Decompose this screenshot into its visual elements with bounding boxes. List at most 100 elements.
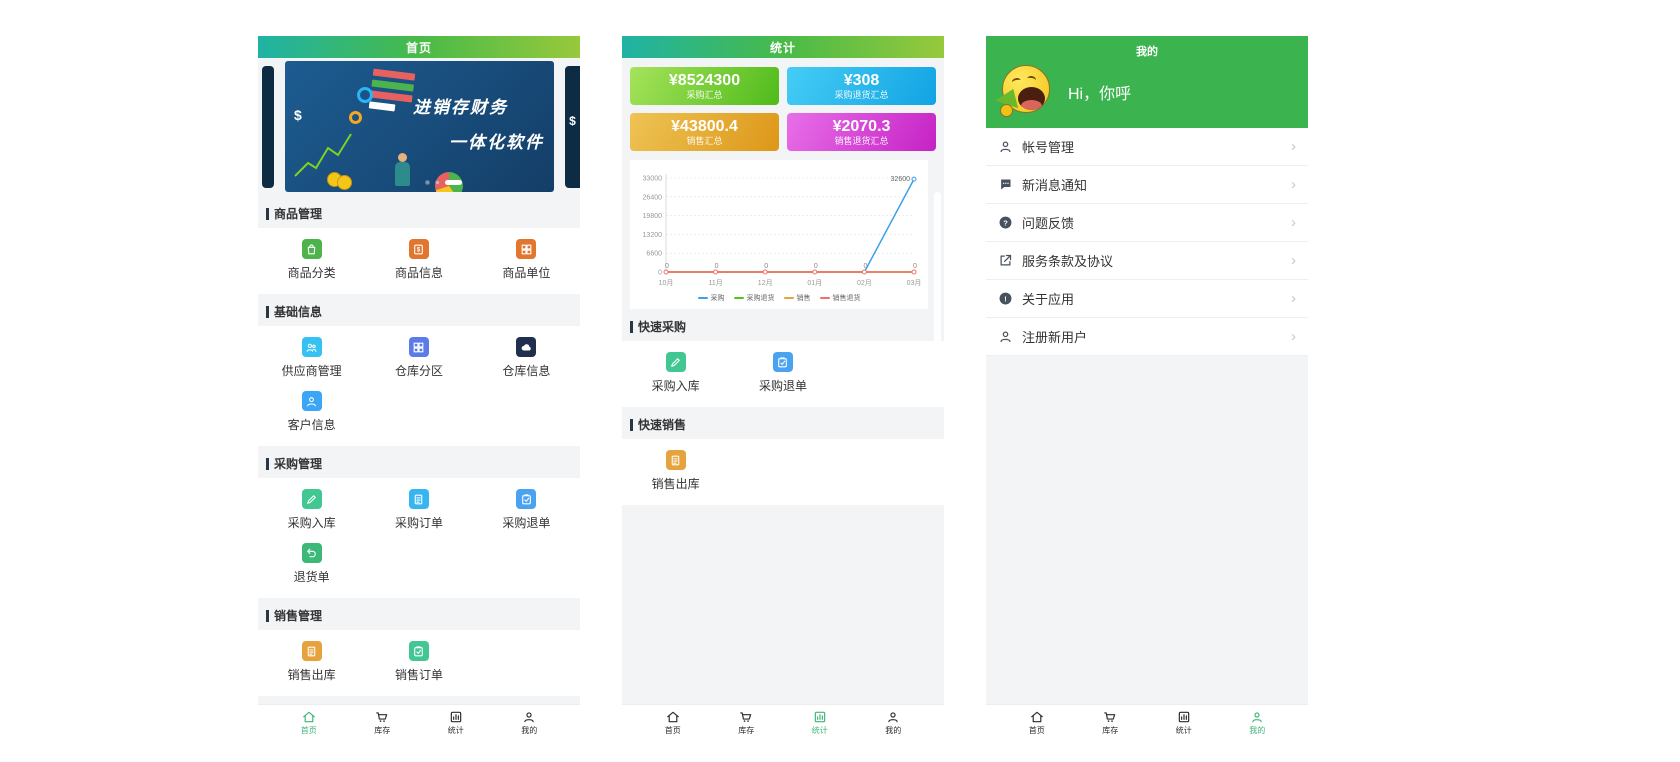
quick-section-title: 快速采购	[622, 309, 944, 341]
svg-text:32600: 32600	[891, 176, 911, 183]
svg-text:?: ?	[1003, 218, 1008, 227]
tab-label: 我的	[521, 725, 538, 735]
svg-text:10月: 10月	[659, 279, 674, 287]
legend-label: 销售退货	[832, 295, 861, 302]
menu-item-服务条款及协议[interactable]: 服务条款及协议 ›	[986, 242, 1308, 280]
tab-统计[interactable]: 统计	[448, 710, 464, 736]
svg-text:33000: 33000	[643, 176, 663, 183]
tab-统计[interactable]: 统计	[812, 710, 828, 736]
carousel-next-slide: $	[565, 66, 580, 188]
tile-label: 供应商管理	[281, 364, 342, 378]
tile-仓库分区[interactable]: 仓库分区	[365, 337, 472, 379]
line-chart-card: 0 6600 13200 19800 26400 33000 10月 11月 12月 01月 02月…	[630, 160, 928, 309]
legend-item-销售退货: 销售退货	[819, 293, 861, 303]
tile-采购入库[interactable]: 采购入库	[622, 352, 729, 394]
tile-退货单[interactable]: 退货单	[258, 543, 365, 585]
tile-采购退单[interactable]: 采购退单	[473, 489, 580, 531]
tab-首页[interactable]: 首页	[301, 710, 317, 736]
mine-body: 帐号管理 › 新消息通知 › ? 问题反馈 › 服务条款及协议 › ! 关于应用 › 注册新用户 ›	[986, 128, 1308, 704]
tile-销售出库[interactable]: 销售出库	[622, 450, 729, 492]
menu-item-帐号管理[interactable]: 帐号管理 ›	[986, 128, 1308, 166]
tile-label: 商品分类	[287, 266, 336, 280]
tab-我的[interactable]: 我的	[885, 710, 901, 736]
tile-采购订单[interactable]: 采购订单	[365, 489, 472, 531]
banner-slogan-line1: 进销存财务	[413, 98, 508, 117]
menu-item-新消息通知[interactable]: 新消息通知 ›	[986, 166, 1308, 204]
svg-text:02月: 02月	[857, 279, 872, 287]
stat-label: 采购汇总	[686, 90, 723, 101]
legend-swatch	[783, 297, 794, 299]
tile-label: 退货单	[293, 570, 330, 584]
banner-slide[interactable]: $ 进销存财务 一体化软件	[285, 61, 554, 192]
stats-page-title: 统计	[769, 40, 796, 55]
tile-商品信息[interactable]: $ 商品信息	[365, 239, 472, 281]
home-section-title: 采购管理	[258, 446, 580, 478]
tile-label: 采购入库	[651, 379, 700, 393]
tab-label: 库存	[738, 725, 755, 735]
tab-label: 首页	[300, 725, 317, 735]
svg-text:11月: 11月	[708, 279, 722, 287]
person-icon	[522, 710, 536, 724]
menu-item-label: 新消息通知	[1022, 178, 1088, 193]
tile-label: 采购退单	[758, 379, 807, 393]
chevron-right-icon: ›	[1291, 176, 1296, 193]
banner-coin-decoration	[337, 175, 352, 190]
chart-icon	[813, 710, 827, 724]
menu-item-关于应用[interactable]: ! 关于应用 ›	[986, 280, 1308, 318]
tile-商品分类[interactable]: 商品分类	[258, 239, 365, 281]
tile-销售订单[interactable]: 销售订单	[365, 641, 472, 683]
tab-label: 统计	[447, 725, 464, 735]
tab-库存[interactable]: 库存	[374, 710, 390, 736]
avatar-mouth	[1018, 87, 1045, 110]
tile-仓库信息[interactable]: 仓库信息	[473, 337, 580, 379]
svg-text:0: 0	[764, 263, 768, 270]
svg-text:0: 0	[658, 270, 662, 277]
tile-销售出库[interactable]: 销售出库	[258, 641, 365, 683]
person-icon	[998, 139, 1013, 154]
banner-slogan: 进销存财务 一体化软件	[413, 93, 544, 153]
clipboard-icon	[772, 352, 793, 372]
person-icon	[1250, 710, 1264, 724]
avatar-face	[1002, 65, 1050, 113]
cart-icon	[739, 710, 753, 724]
avatar-eye	[1026, 75, 1037, 84]
chart-scrollbar[interactable]	[934, 192, 941, 348]
avatar[interactable]	[993, 65, 1052, 119]
tab-首页[interactable]: 首页	[1029, 710, 1045, 736]
menu-item-label: 帐号管理	[1022, 140, 1075, 155]
menu-item-label: 服务条款及协议	[1022, 254, 1114, 269]
banner-carousel[interactable]: $ 进销存财务 一体化软件	[258, 58, 580, 196]
tile-采购退单[interactable]: 采购退单	[729, 352, 836, 394]
home-icon	[302, 710, 316, 724]
tile-label: 采购订单	[394, 516, 443, 530]
pencil-icon	[665, 352, 686, 372]
carousel-dot	[424, 180, 430, 185]
grid-icon	[408, 337, 429, 357]
mine-profile-row: Hi，你呼	[986, 59, 1308, 119]
home-navbar: 首页	[258, 36, 580, 58]
tile-供应商管理[interactable]: 供应商管理	[258, 337, 365, 379]
home-page-title: 首页	[405, 40, 432, 55]
quick-section-card: 销售出库	[622, 439, 944, 505]
grid-icon	[516, 239, 537, 259]
menu-item-问题反馈[interactable]: ? 问题反馈 ›	[986, 204, 1308, 242]
gear-icon	[357, 87, 373, 103]
tab-统计[interactable]: 统计	[1176, 710, 1192, 736]
svg-text:6600: 6600	[646, 251, 662, 258]
svg-text:!: !	[1004, 294, 1007, 303]
stat-card-销售退货汇总: ¥2070.3 销售退货汇总	[787, 113, 936, 151]
cart-icon	[375, 710, 389, 724]
tile-采购入库[interactable]: 采购入库	[258, 489, 365, 531]
tile-客户信息[interactable]: 客户信息	[258, 391, 365, 433]
tab-我的[interactable]: 我的	[521, 710, 537, 736]
tile-商品单位[interactable]: 商品单位	[473, 239, 580, 281]
menu-item-注册新用户[interactable]: 注册新用户 ›	[986, 318, 1308, 356]
tab-我的[interactable]: 我的	[1249, 710, 1265, 736]
tab-库存[interactable]: 库存	[1102, 710, 1118, 736]
banner-kanban-decoration	[368, 68, 416, 114]
tab-库存[interactable]: 库存	[738, 710, 754, 736]
tile-label: 客户信息	[287, 418, 336, 432]
tab-首页[interactable]: 首页	[665, 710, 681, 736]
stat-value: ¥43800.4	[671, 117, 738, 135]
chevron-right-icon: ›	[1291, 252, 1296, 269]
